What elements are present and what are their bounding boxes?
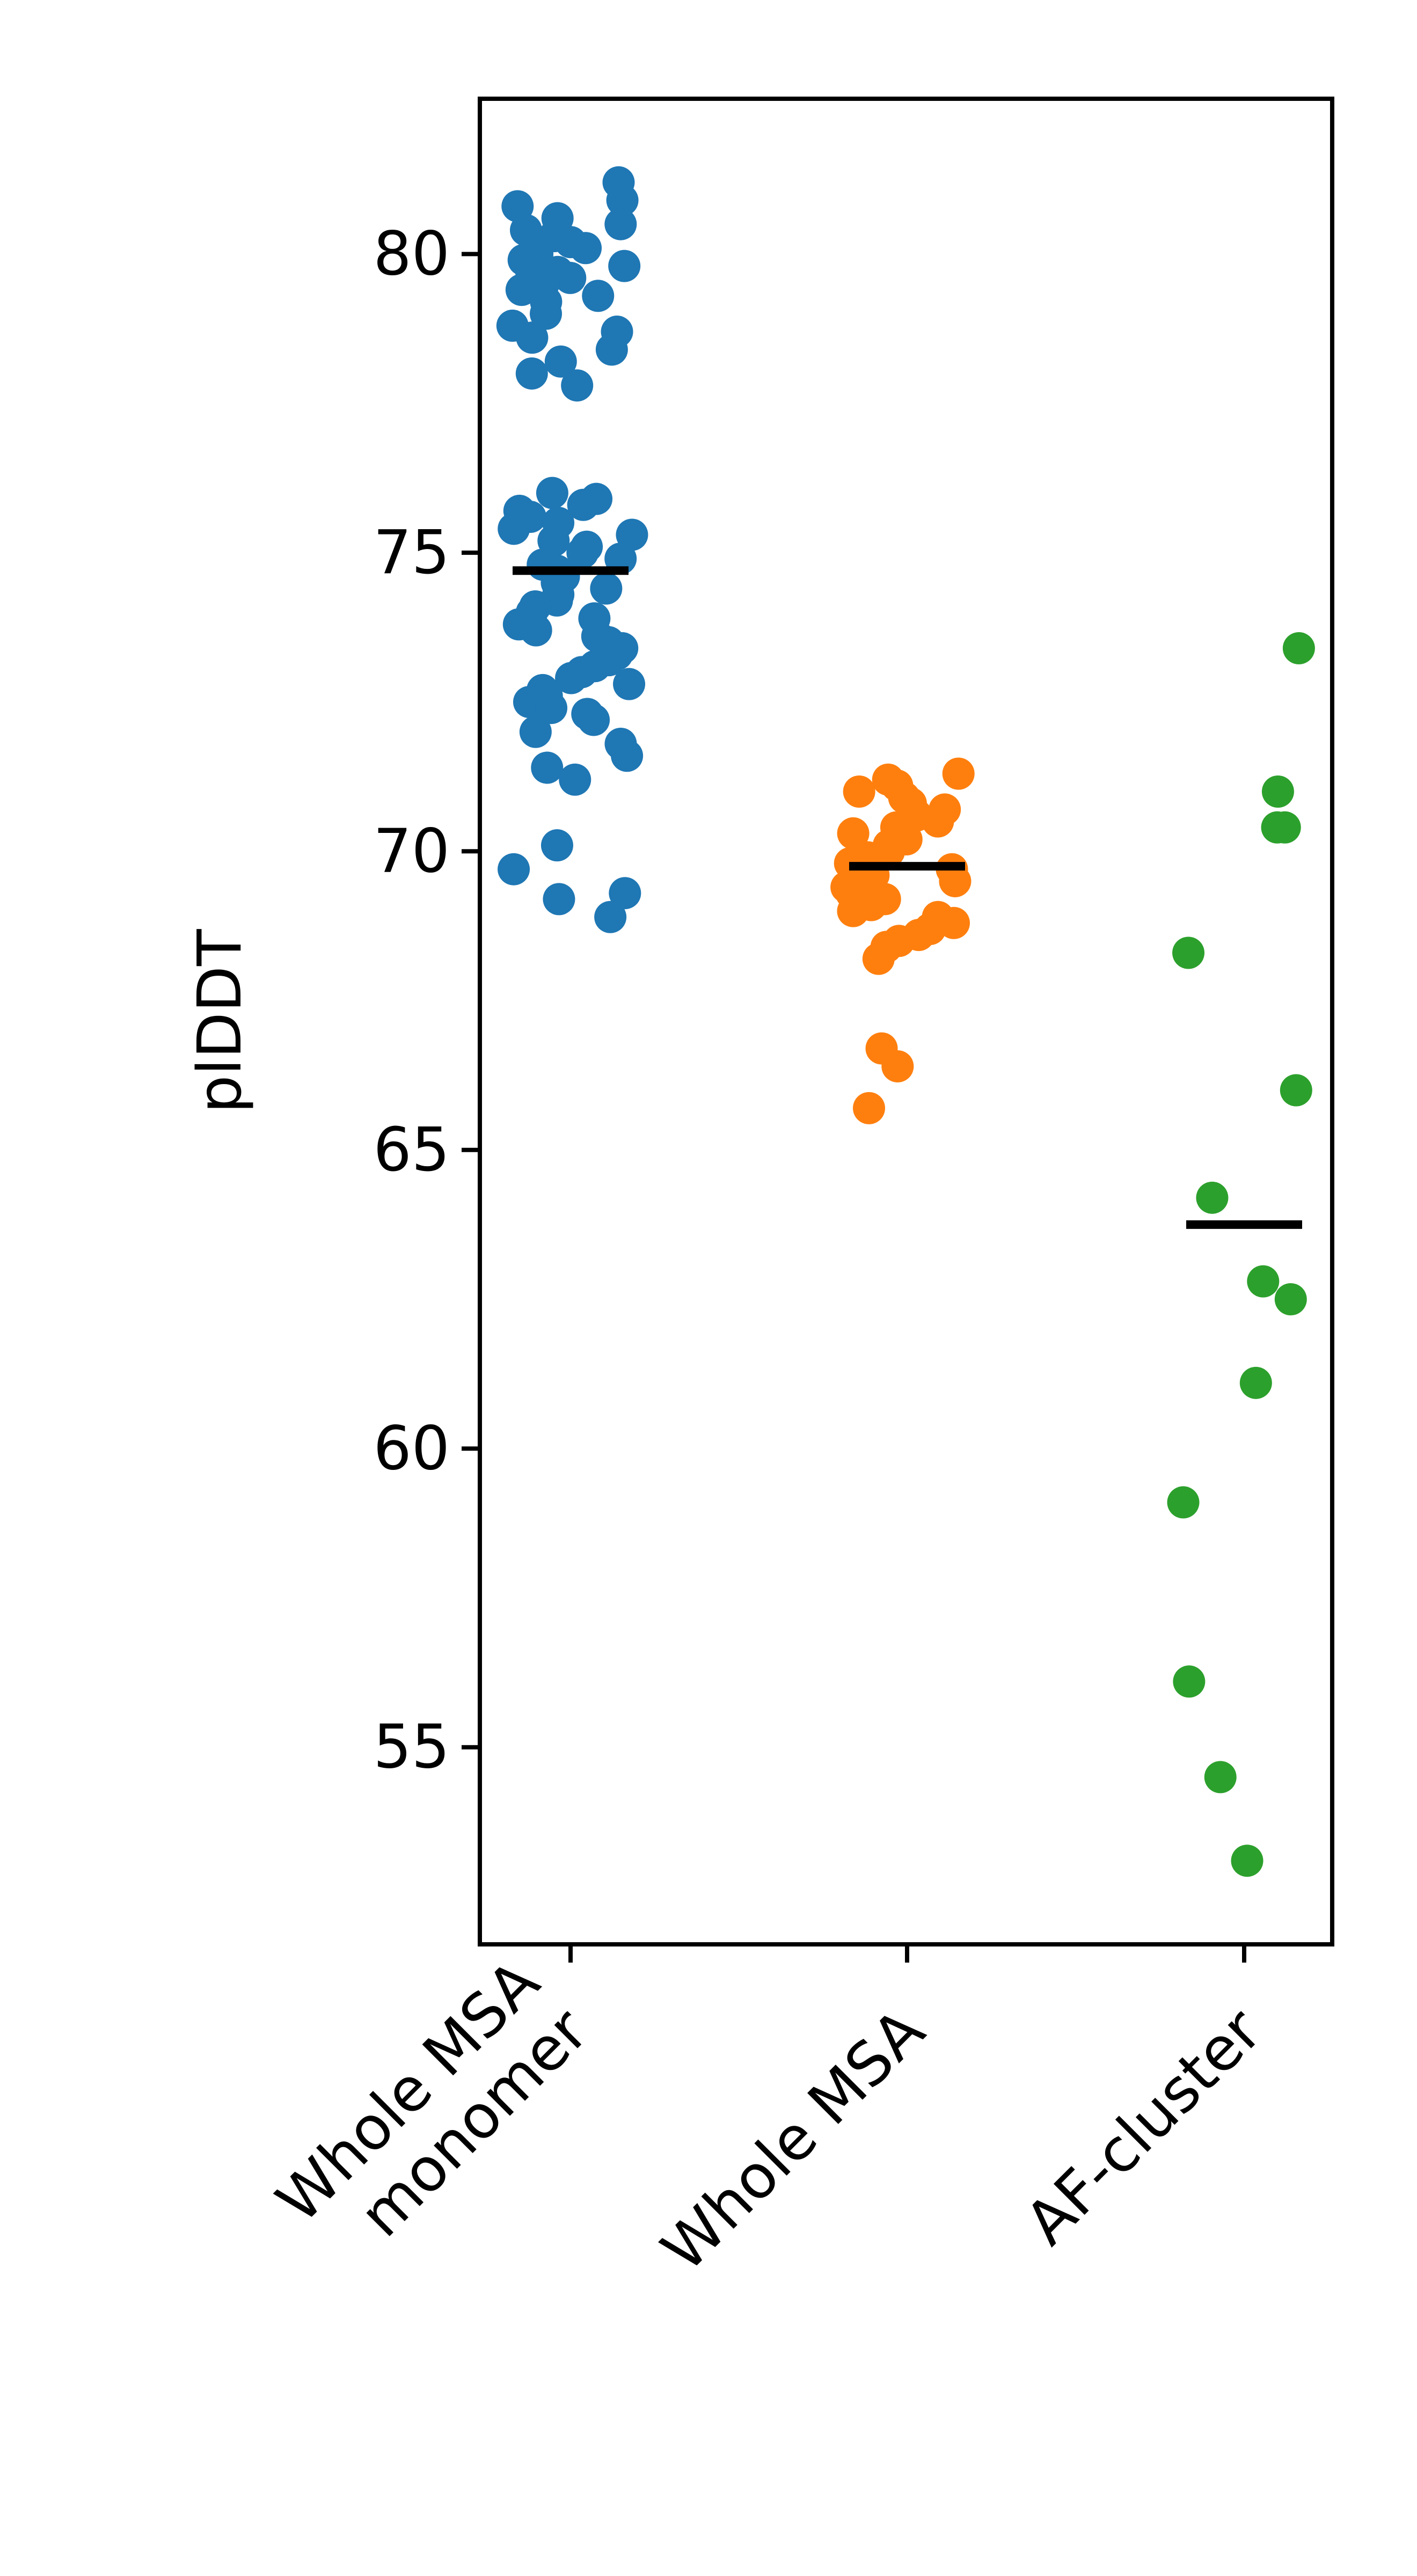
y-tick-label: 80 [373, 219, 450, 289]
data-point [531, 751, 564, 784]
data-point [510, 214, 543, 246]
data-point [530, 297, 563, 330]
data-point [939, 865, 972, 897]
data-point [566, 536, 599, 569]
data-point [544, 345, 577, 378]
data-point [1204, 1761, 1237, 1794]
data-point [540, 829, 573, 862]
data-point [559, 763, 591, 796]
x-tick-label: Whole MSA [648, 1995, 938, 2285]
data-point [554, 261, 587, 294]
data-point [595, 333, 628, 366]
data-point [616, 518, 648, 551]
data-point [606, 184, 639, 217]
data-point [536, 477, 568, 509]
y-tick-label: 70 [373, 816, 450, 886]
data-point [590, 572, 623, 605]
data-point [1173, 1665, 1206, 1698]
data-point [604, 208, 637, 240]
data-point [498, 513, 530, 545]
data-point [1231, 1845, 1263, 1877]
data-point [1280, 1074, 1312, 1107]
data-point [543, 883, 575, 916]
data-point [515, 357, 548, 390]
y-axis-label: plDDT [185, 929, 255, 1114]
data-point [555, 662, 588, 694]
data-point [535, 692, 568, 724]
data-point [1268, 811, 1301, 844]
x-axis: Whole MSAmonomer Whole MSA AF-cluster [264, 1944, 1275, 2285]
data-point [1167, 1486, 1200, 1519]
data-point [922, 805, 954, 838]
mean-markers [513, 566, 1302, 1229]
data-point [942, 757, 975, 790]
data-point [613, 668, 646, 700]
data-point [1282, 632, 1315, 664]
data-point [1274, 1283, 1307, 1316]
data-point [569, 232, 602, 265]
y-tick-label: 60 [373, 1414, 450, 1483]
data-point [1261, 775, 1294, 808]
x-tick-label: Whole MSAmonomer [264, 1946, 602, 2285]
data-point [1239, 1366, 1272, 1399]
data-point [1196, 1181, 1229, 1214]
data-point [578, 704, 610, 736]
data-point [505, 274, 538, 306]
data-point [862, 942, 895, 975]
data-point [498, 853, 530, 885]
data-point [609, 877, 641, 910]
data-point [567, 488, 600, 521]
data-point [594, 901, 627, 933]
data-point [843, 775, 875, 808]
data-point [582, 280, 615, 312]
data-point [853, 1092, 886, 1124]
data-point [561, 369, 594, 402]
y-axis: 55 60 65 70 75 80 [373, 219, 480, 1782]
y-tick-label: 65 [373, 1115, 450, 1185]
plot-frame [478, 97, 1334, 1946]
data-point [837, 895, 870, 927]
data-point [837, 817, 870, 850]
data-points [496, 166, 1315, 1877]
x-tick-label: AF-cluster [1012, 1995, 1275, 2258]
data-point [1172, 936, 1205, 969]
data-point [520, 614, 552, 647]
y-tick-label: 75 [373, 518, 450, 588]
data-point [1247, 1265, 1280, 1298]
data-point [611, 740, 644, 772]
data-point [516, 321, 549, 354]
data-point [608, 250, 641, 282]
y-tick-label: 55 [373, 1713, 450, 1782]
data-point [519, 715, 552, 748]
data-point [881, 1050, 914, 1082]
